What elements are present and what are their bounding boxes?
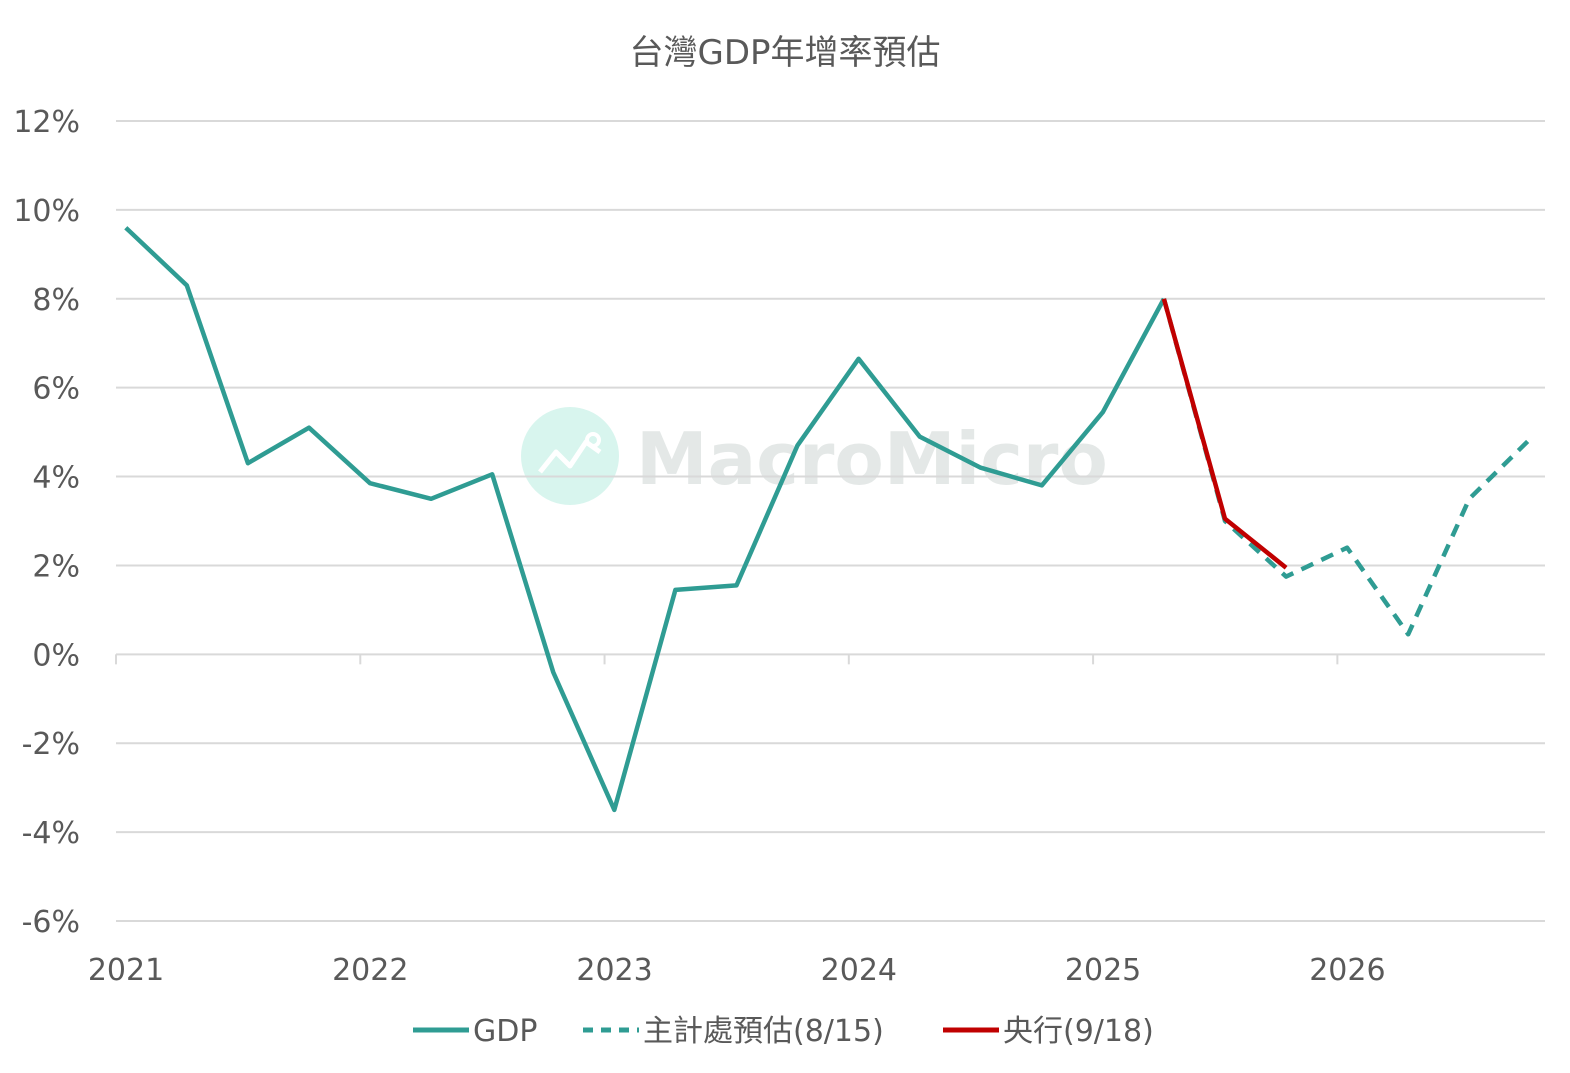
y-tick-label: 2% [32,549,80,584]
y-tick-label: 12% [13,105,80,140]
x-tick-label: 2023 [576,953,652,988]
y-tick-label: 0% [32,638,80,673]
series-lines [124,226,1532,813]
chart-logo-icon [521,407,619,505]
series-line-0 [124,226,1166,813]
x-tick-label: 2022 [332,953,408,988]
x-axis-tick-labels: 2021 2022 2023 2024 2025 2026 [88,953,1386,988]
legend-label: 主計處預估(8/15) [643,1014,884,1049]
chart-logo-dot [585,432,601,448]
x-tick-label: 2024 [821,953,897,988]
watermark-text: MacroMicro [636,417,1108,501]
x-tick-label: 2026 [1309,953,1385,988]
legend-label: 央行(9/18) [1003,1014,1154,1049]
y-tick-label: 6% [32,372,80,407]
series-line-1 [1161,298,1532,637]
y-tick-label: 8% [32,283,80,318]
legend: GDP 主計處預估(8/15) 央行(9/18) [413,1014,1154,1049]
watermark: MacroMicro [521,407,1108,505]
y-tick-label: 4% [32,461,80,496]
x-tick-label: 2021 [88,953,164,988]
y-tick-label: -4% [22,816,80,851]
chart-title: 台灣GDP年增率預估 [629,33,940,73]
y-axis-tick-labels: 12% 10% 8% 6% 4% 2% 0% -2% -4% -6% [13,105,80,940]
x-tick-label: 2025 [1065,953,1141,988]
series-line-2 [1161,298,1288,570]
y-tick-label: 10% [13,194,80,229]
gridlines [115,120,1545,922]
y-tick-label: -2% [22,727,80,762]
legend-label: GDP [473,1014,537,1049]
y-tick-label: -6% [22,905,80,940]
